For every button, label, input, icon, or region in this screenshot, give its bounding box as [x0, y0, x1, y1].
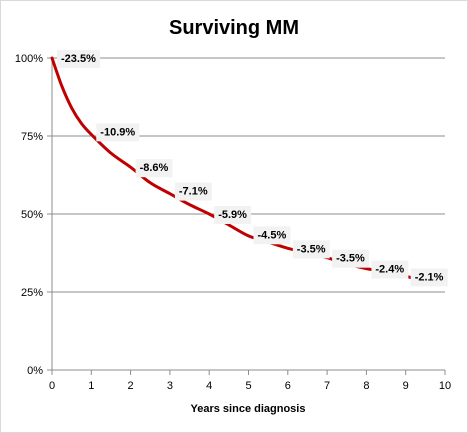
data-label: -2.4%	[371, 260, 409, 279]
data-label: -10.9%	[96, 123, 140, 142]
y-tick-label: 100%	[15, 53, 43, 65]
x-tick-label: 4	[206, 380, 212, 392]
x-tick-label: 8	[363, 380, 369, 392]
data-label-text: -3.5%	[297, 243, 326, 255]
data-label-background	[135, 159, 173, 178]
data-label-text: -7.1%	[179, 186, 208, 198]
x-tick-label: 2	[128, 380, 134, 392]
data-label-text: -10.9%	[100, 126, 135, 138]
data-label-background	[410, 268, 448, 287]
x-tick-label: 10	[439, 380, 451, 392]
y-tick-label: 25%	[21, 287, 43, 299]
x-tick-label: 6	[285, 380, 291, 392]
data-label-background	[57, 50, 101, 68]
data-label-background	[174, 182, 212, 201]
data-label: -2.1%	[410, 268, 448, 287]
y-tick-label: 75%	[21, 131, 43, 143]
data-label: -5.9%	[214, 206, 252, 224]
data-label-background	[96, 123, 140, 142]
x-axis-ticks: 0 1 2 3 4 5 6 7 8 9 10	[49, 370, 451, 392]
data-label-background	[371, 260, 409, 279]
data-label-text: -23.5%	[61, 53, 96, 65]
data-label: -4.5%	[253, 226, 291, 245]
data-label-text: -5.9%	[218, 209, 247, 221]
data-label-text: -2.4%	[375, 264, 404, 276]
y-tick-label: 0%	[27, 365, 43, 377]
data-label-background	[292, 240, 330, 259]
x-tick-label: 9	[403, 380, 409, 392]
data-label: -7.1%	[174, 182, 212, 201]
chart-title: Surviving MM	[169, 17, 299, 39]
data-label-text: -2.1%	[415, 271, 444, 283]
x-axis-title: Years since diagnosis	[191, 403, 306, 415]
y-axis-ticks: 0% 25% 50% 75% 100%	[15, 53, 52, 377]
data-labels: -23.5% -10.9% -8.6% -7.1% -5.9% -4.5% -3.5% -3.…	[57, 50, 448, 287]
data-label-background	[253, 226, 291, 245]
data-label-text: -8.6%	[140, 162, 169, 174]
data-label: -3.5%	[332, 249, 370, 268]
y-tick-label: 50%	[21, 209, 43, 221]
x-tick-label: 7	[324, 380, 330, 392]
x-tick-label: 1	[88, 380, 94, 392]
data-label-text: -3.5%	[336, 253, 365, 265]
x-tick-label: 0	[49, 380, 55, 392]
data-label-background	[332, 249, 370, 268]
x-tick-label: 5	[245, 380, 251, 392]
data-label-background	[214, 206, 252, 224]
data-label-text: -4.5%	[258, 229, 287, 241]
data-label: -23.5%	[57, 50, 101, 68]
gridlines	[52, 57, 445, 293]
survival-line	[50, 56, 447, 286]
data-label: -3.5%	[292, 240, 330, 259]
x-tick-label: 3	[167, 380, 173, 392]
plot-series	[50, 56, 447, 286]
data-label: -8.6%	[135, 159, 173, 178]
